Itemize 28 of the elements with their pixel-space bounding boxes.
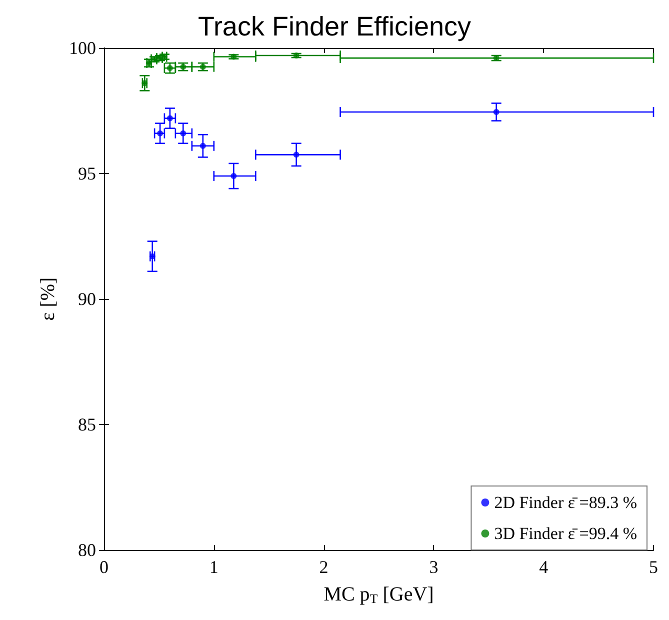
x-tick-label: 5 <box>649 557 658 577</box>
point <box>142 80 148 86</box>
point <box>180 130 186 136</box>
point <box>493 109 500 116</box>
y-tick-label: 100 <box>69 38 96 58</box>
point <box>166 115 173 122</box>
chart-title: Track Finder Efficiency <box>198 12 472 42</box>
x-tick-label: 3 <box>429 557 438 577</box>
point <box>200 64 206 70</box>
x-tick-label: 2 <box>319 557 328 577</box>
point <box>293 152 300 158</box>
y-tick-label: 95 <box>78 164 96 184</box>
point <box>200 142 206 149</box>
point <box>166 65 173 72</box>
point <box>230 54 237 60</box>
x-tick-label: 0 <box>100 557 108 577</box>
x-tick-label: 4 <box>539 557 548 577</box>
y-axis-title: ε [%] <box>37 277 60 321</box>
point <box>149 253 156 260</box>
legend-label: 2D Finder ε̄ =89.3 % <box>494 493 638 512</box>
y-tick-label: 90 <box>78 289 96 309</box>
point <box>230 173 237 180</box>
y-tick-label: 80 <box>78 540 96 560</box>
y-tick-label: 85 <box>78 414 96 434</box>
point <box>293 52 300 59</box>
legend-label: 3D Finder ε̄ =99.4 % <box>494 524 638 543</box>
x-tick-label: 1 <box>209 557 218 577</box>
x-axis-title: MC pT [GeV] <box>324 584 434 606</box>
